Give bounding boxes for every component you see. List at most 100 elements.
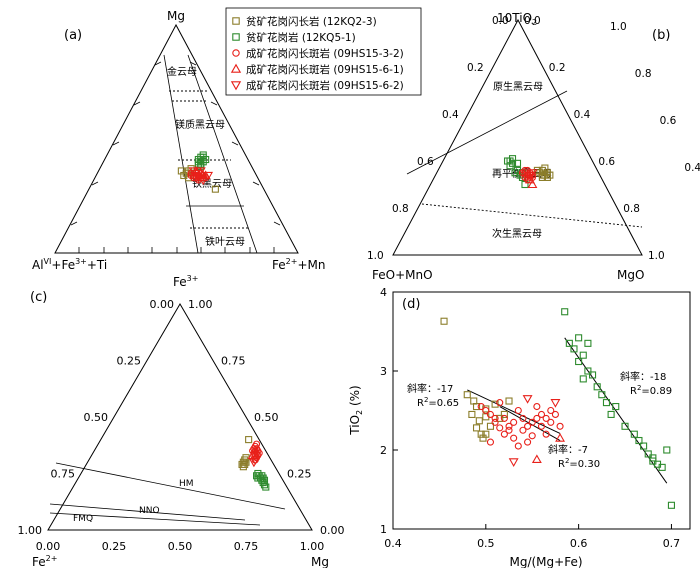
panel-a-field-lines: [163, 54, 258, 254]
data-point-c: [245, 436, 253, 444]
buffer-nno-line: [49, 503, 246, 521]
panel-c-tick-left: 0.75: [51, 468, 76, 481]
data-point-d: [508, 458, 519, 467]
data-point-a: [195, 167, 206, 177]
panel-b-tick-left: 0.2: [467, 62, 484, 74]
panel-d-ytick-label: 2: [380, 444, 387, 457]
legend-marker: [232, 33, 240, 41]
data-point-d: [514, 442, 522, 450]
data-point-d: [593, 383, 601, 391]
data-point-a: [197, 153, 205, 161]
data-point-d: [550, 399, 561, 408]
field-phlogopite: 金云母: [167, 65, 197, 78]
data-point-d: [486, 438, 495, 446]
data-point-b: [527, 179, 538, 189]
panel-d-ylabel: TiO2 (%): [348, 385, 364, 435]
data-point-d: [667, 501, 675, 509]
field-secondary-biotite: 次生黑云母: [492, 227, 542, 240]
panel-b-tick-inner: 1.0: [648, 250, 665, 262]
panel-c-tick-right: 1.00: [188, 298, 213, 311]
data-point-d: [537, 422, 546, 430]
data-point-d: [584, 367, 592, 375]
panel-c-label: (c): [30, 290, 47, 305]
data-point-d: [621, 422, 629, 430]
panel-c-tick-left: 0.00: [150, 298, 175, 311]
data-point-c: [250, 456, 261, 466]
data-point-d: [537, 410, 546, 419]
panel-d-xtick-label: 0.5: [477, 537, 495, 550]
data-point-c: [239, 463, 247, 471]
regression-r2-label: R2=0.89: [630, 384, 672, 397]
buffer-fmq-label: FMQ: [73, 514, 93, 524]
data-point-a: [200, 170, 211, 180]
panel-b-tick-labels: 0.0 0.2 0.4 0.6 0.8 1.0 0.0 0.2 0.4 0.6 0.8 1.0 1.0 0…: [367, 15, 700, 262]
panel-c-tick-right: 0.25: [287, 468, 312, 481]
panel-d-frame: [392, 291, 691, 530]
data-point-a: [202, 155, 210, 164]
data-point-c: [262, 483, 270, 491]
data-point-a: [199, 151, 207, 159]
panel-d-points: [440, 308, 675, 509]
data-point-d: [644, 450, 652, 458]
data-point-d: [602, 399, 611, 407]
legend-box: [225, 7, 422, 96]
data-point-d: [524, 438, 532, 446]
data-point-d: [555, 433, 566, 442]
panel-c-tick-right: 0.00: [320, 524, 345, 537]
legend-marker: [232, 17, 240, 25]
legend-label: 成矿花岗闪长斑岩 (09HS15-6-2): [246, 79, 404, 92]
panel-c-tick-left: 0.50: [84, 411, 109, 424]
data-point-c: [249, 447, 257, 455]
data-point-d: [584, 339, 592, 347]
panel-c: (c) HM NNO FMQ Fe3+ Fe2+ Mg 0.00 0.25 0.50…: [18, 274, 345, 568]
buffer-fmq-line: [49, 512, 261, 526]
panel-b: (b) 10TiO2 FeO+MnO MgO 原生黑云母 再平衡黑云母 次生黑云…: [367, 11, 700, 282]
panel-b-tick-right: 0.4: [684, 162, 700, 174]
buffer-hm-label: HM: [179, 479, 194, 489]
panel-d-xtick-label: 0.7: [663, 537, 681, 550]
data-point-c: [241, 456, 249, 464]
panel-a: (a) 金云母 镁质黑云母 铁黑云母 铁叶云母 Mg AlVI+Fe3++Ti …: [32, 9, 325, 272]
panel-c-tick-left: 0.25: [117, 355, 142, 368]
data-point-d: [491, 418, 499, 426]
data-point-a: [211, 185, 219, 193]
panel-c-tick-right: 0.50: [254, 411, 279, 424]
panel-c-apex-left: Fe2+: [32, 554, 57, 568]
data-point-b: [513, 159, 522, 167]
panel-c-tick-left: 1.00: [18, 524, 43, 537]
data-point-d: [579, 375, 587, 383]
data-point-c: [241, 460, 249, 469]
data-point-d: [565, 339, 573, 347]
legend-label: 贫矿花岗岩 (12KQ5-1): [246, 31, 356, 44]
data-point-d: [579, 351, 587, 359]
data-point-d: [486, 422, 495, 430]
panel-b-tick-inner: 0.6: [598, 156, 615, 168]
data-point-b: [521, 166, 529, 174]
panel-b-apex-top: 10TiO2: [497, 11, 537, 27]
data-point-a: [187, 171, 195, 180]
buffer-nno-label: NNO: [139, 506, 160, 516]
data-point-d: [547, 406, 555, 415]
data-point-d: [496, 424, 504, 432]
data-point-d: [561, 308, 569, 316]
data-point-d: [519, 414, 527, 422]
data-point-d: [607, 410, 615, 419]
legend-items: 贫矿花岗闪长岩 (12KQ2-3) 贫矿花岗岩 (12KQ5-1) 成矿花岗闪长斑岩…: [230, 15, 404, 92]
data-point-d: [612, 402, 620, 411]
panel-b-apex-right: MgO: [617, 268, 644, 282]
data-point-d: [528, 418, 536, 426]
regression-r2-label: R2=0.65: [417, 396, 459, 409]
panel-a-points: [177, 151, 219, 193]
legend-marker: [230, 81, 242, 91]
panel-c-tick-right: 0.75: [221, 355, 246, 368]
data-point-c: [259, 474, 267, 482]
panel-b-tick-left: 1.0: [367, 250, 384, 262]
legend-label: 成矿花岗闪长斑岩 (09HS15-3-2): [246, 47, 404, 60]
panel-c-apex-top: Fe3+: [173, 274, 198, 289]
data-point-d: [505, 397, 513, 405]
data-point-d: [500, 430, 508, 438]
panel-b-apex-left: FeO+MnO: [372, 268, 433, 282]
panel-b-tick-left: 0.0: [492, 15, 509, 27]
data-point-d: [658, 463, 666, 471]
